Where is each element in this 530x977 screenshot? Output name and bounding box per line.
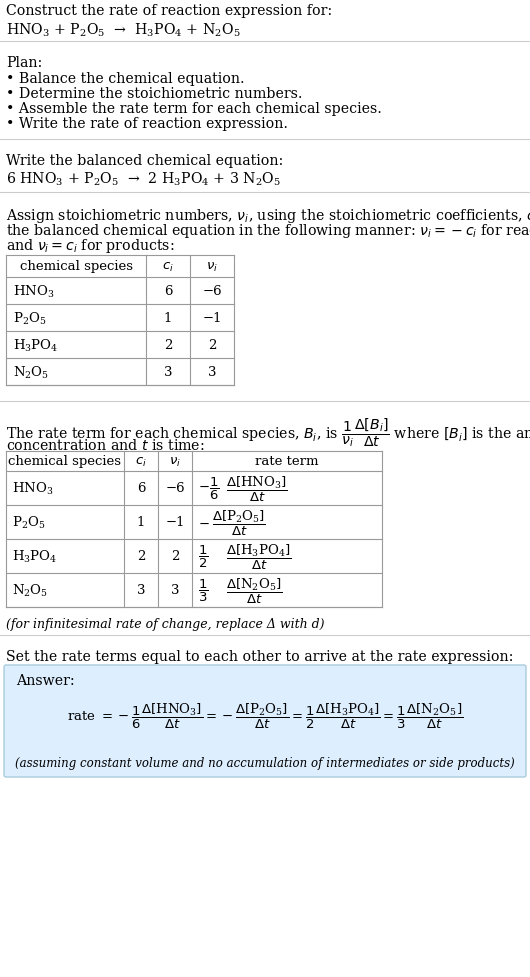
Text: $\nu_i$: $\nu_i$ (206, 260, 218, 274)
Text: $\dfrac{\Delta[\mathregular{N_2O_5}]}{\Delta t}$: $\dfrac{\Delta[\mathregular{N_2O_5}]}{\D… (226, 575, 282, 605)
Text: 2: 2 (171, 550, 179, 563)
Text: Plan:: Plan: (6, 56, 42, 70)
Text: −1: −1 (165, 516, 185, 529)
Text: 1: 1 (137, 516, 145, 529)
Text: • Assemble the rate term for each chemical species.: • Assemble the rate term for each chemic… (6, 102, 382, 116)
Text: −1: −1 (202, 312, 222, 324)
Text: $\dfrac{1}{3}$: $\dfrac{1}{3}$ (198, 577, 208, 604)
Text: 3: 3 (171, 584, 179, 597)
Text: chemical species: chemical species (20, 260, 132, 274)
Text: • Determine the stoichiometric numbers.: • Determine the stoichiometric numbers. (6, 87, 303, 101)
Text: $-$: $-$ (198, 516, 210, 529)
Text: $\mathregular{N_2O_5}$: $\mathregular{N_2O_5}$ (12, 582, 48, 599)
Text: $\dfrac{\Delta[\mathregular{H_3PO_4}]}{\Delta t}$: $\dfrac{\Delta[\mathregular{H_3PO_4}]}{\… (226, 542, 292, 571)
Text: Write the balanced chemical equation:: Write the balanced chemical equation: (6, 153, 284, 168)
Text: the balanced chemical equation in the following manner: $\nu_i = -c_i$ for react: the balanced chemical equation in the fo… (6, 222, 530, 239)
Text: $\dfrac{\Delta[\mathregular{P_2O_5}]}{\Delta t}$: $\dfrac{\Delta[\mathregular{P_2O_5}]}{\D… (212, 508, 266, 537)
Text: • Write the rate of reaction expression.: • Write the rate of reaction expression. (6, 117, 288, 131)
Text: $\mathregular{H_3PO_4}$: $\mathregular{H_3PO_4}$ (13, 337, 58, 354)
Text: $\mathregular{P_2O_5}$: $\mathregular{P_2O_5}$ (12, 515, 46, 531)
Text: $c_i$: $c_i$ (135, 455, 147, 468)
Text: $\mathregular{HNO_3}$ + $\mathregular{P_2O_5}$  →  $\mathregular{H_3PO_4}$ + $\m: $\mathregular{HNO_3}$ + $\mathregular{P_… (6, 21, 241, 39)
Text: (for infinitesimal rate of change, replace Δ with d): (for infinitesimal rate of change, repla… (6, 617, 324, 630)
FancyBboxPatch shape (4, 665, 526, 778)
Text: rate term: rate term (255, 455, 319, 468)
Text: (assuming constant volume and no accumulation of intermediates or side products): (assuming constant volume and no accumul… (15, 757, 515, 770)
Text: 3: 3 (164, 365, 172, 379)
Text: Answer:: Answer: (16, 673, 75, 687)
Text: • Balance the chemical equation.: • Balance the chemical equation. (6, 72, 245, 86)
Text: 2: 2 (137, 550, 145, 563)
Text: 2: 2 (208, 339, 216, 352)
Text: $\mathregular{H_3PO_4}$: $\mathregular{H_3PO_4}$ (12, 548, 57, 565)
Text: Assign stoichiometric numbers, $\nu_i$, using the stoichiometric coefficients, $: Assign stoichiometric numbers, $\nu_i$, … (6, 207, 530, 225)
Text: −6: −6 (165, 482, 185, 495)
Text: $\mathregular{N_2O_5}$: $\mathregular{N_2O_5}$ (13, 364, 49, 380)
Text: 6 $\mathregular{HNO_3}$ + $\mathregular{P_2O_5}$  →  2 $\mathregular{H_3PO_4}$ +: 6 $\mathregular{HNO_3}$ + $\mathregular{… (6, 171, 281, 189)
Text: 2: 2 (164, 339, 172, 352)
Text: $-\dfrac{1}{6}$: $-\dfrac{1}{6}$ (198, 476, 219, 501)
Text: 6: 6 (137, 482, 145, 495)
Text: 3: 3 (208, 365, 216, 379)
Text: $\mathregular{HNO_3}$: $\mathregular{HNO_3}$ (13, 283, 55, 299)
Text: and $\nu_i = c_i$ for products:: and $\nu_i = c_i$ for products: (6, 236, 174, 255)
Text: 6: 6 (164, 284, 172, 298)
Text: 1: 1 (164, 312, 172, 324)
Text: concentration and $t$ is time:: concentration and $t$ is time: (6, 438, 205, 452)
Text: The rate term for each chemical species, $B_i$, is $\dfrac{1}{\nu_i}\dfrac{\Delt: The rate term for each chemical species,… (6, 415, 530, 448)
Text: $\mathregular{HNO_3}$: $\mathregular{HNO_3}$ (12, 481, 54, 496)
Text: $c_i$: $c_i$ (162, 260, 174, 274)
Text: $\mathregular{P_2O_5}$: $\mathregular{P_2O_5}$ (13, 310, 47, 326)
Text: $\dfrac{\Delta[\mathregular{HNO_3}]}{\Delta t}$: $\dfrac{\Delta[\mathregular{HNO_3}]}{\De… (226, 474, 288, 503)
Text: rate $= -\dfrac{1}{6}\dfrac{\Delta[\mathregular{HNO_3}]}{\Delta t} = -\dfrac{\De: rate $= -\dfrac{1}{6}\dfrac{\Delta[\math… (67, 701, 463, 730)
Text: 3: 3 (137, 584, 145, 597)
Text: −6: −6 (202, 284, 222, 298)
Text: Set the rate terms equal to each other to arrive at the rate expression:: Set the rate terms equal to each other t… (6, 650, 514, 663)
Text: Construct the rate of reaction expression for:: Construct the rate of reaction expressio… (6, 4, 332, 18)
Text: chemical species: chemical species (8, 455, 121, 468)
Text: $\dfrac{1}{2}$: $\dfrac{1}{2}$ (198, 543, 208, 570)
Text: $\nu_i$: $\nu_i$ (169, 455, 181, 468)
